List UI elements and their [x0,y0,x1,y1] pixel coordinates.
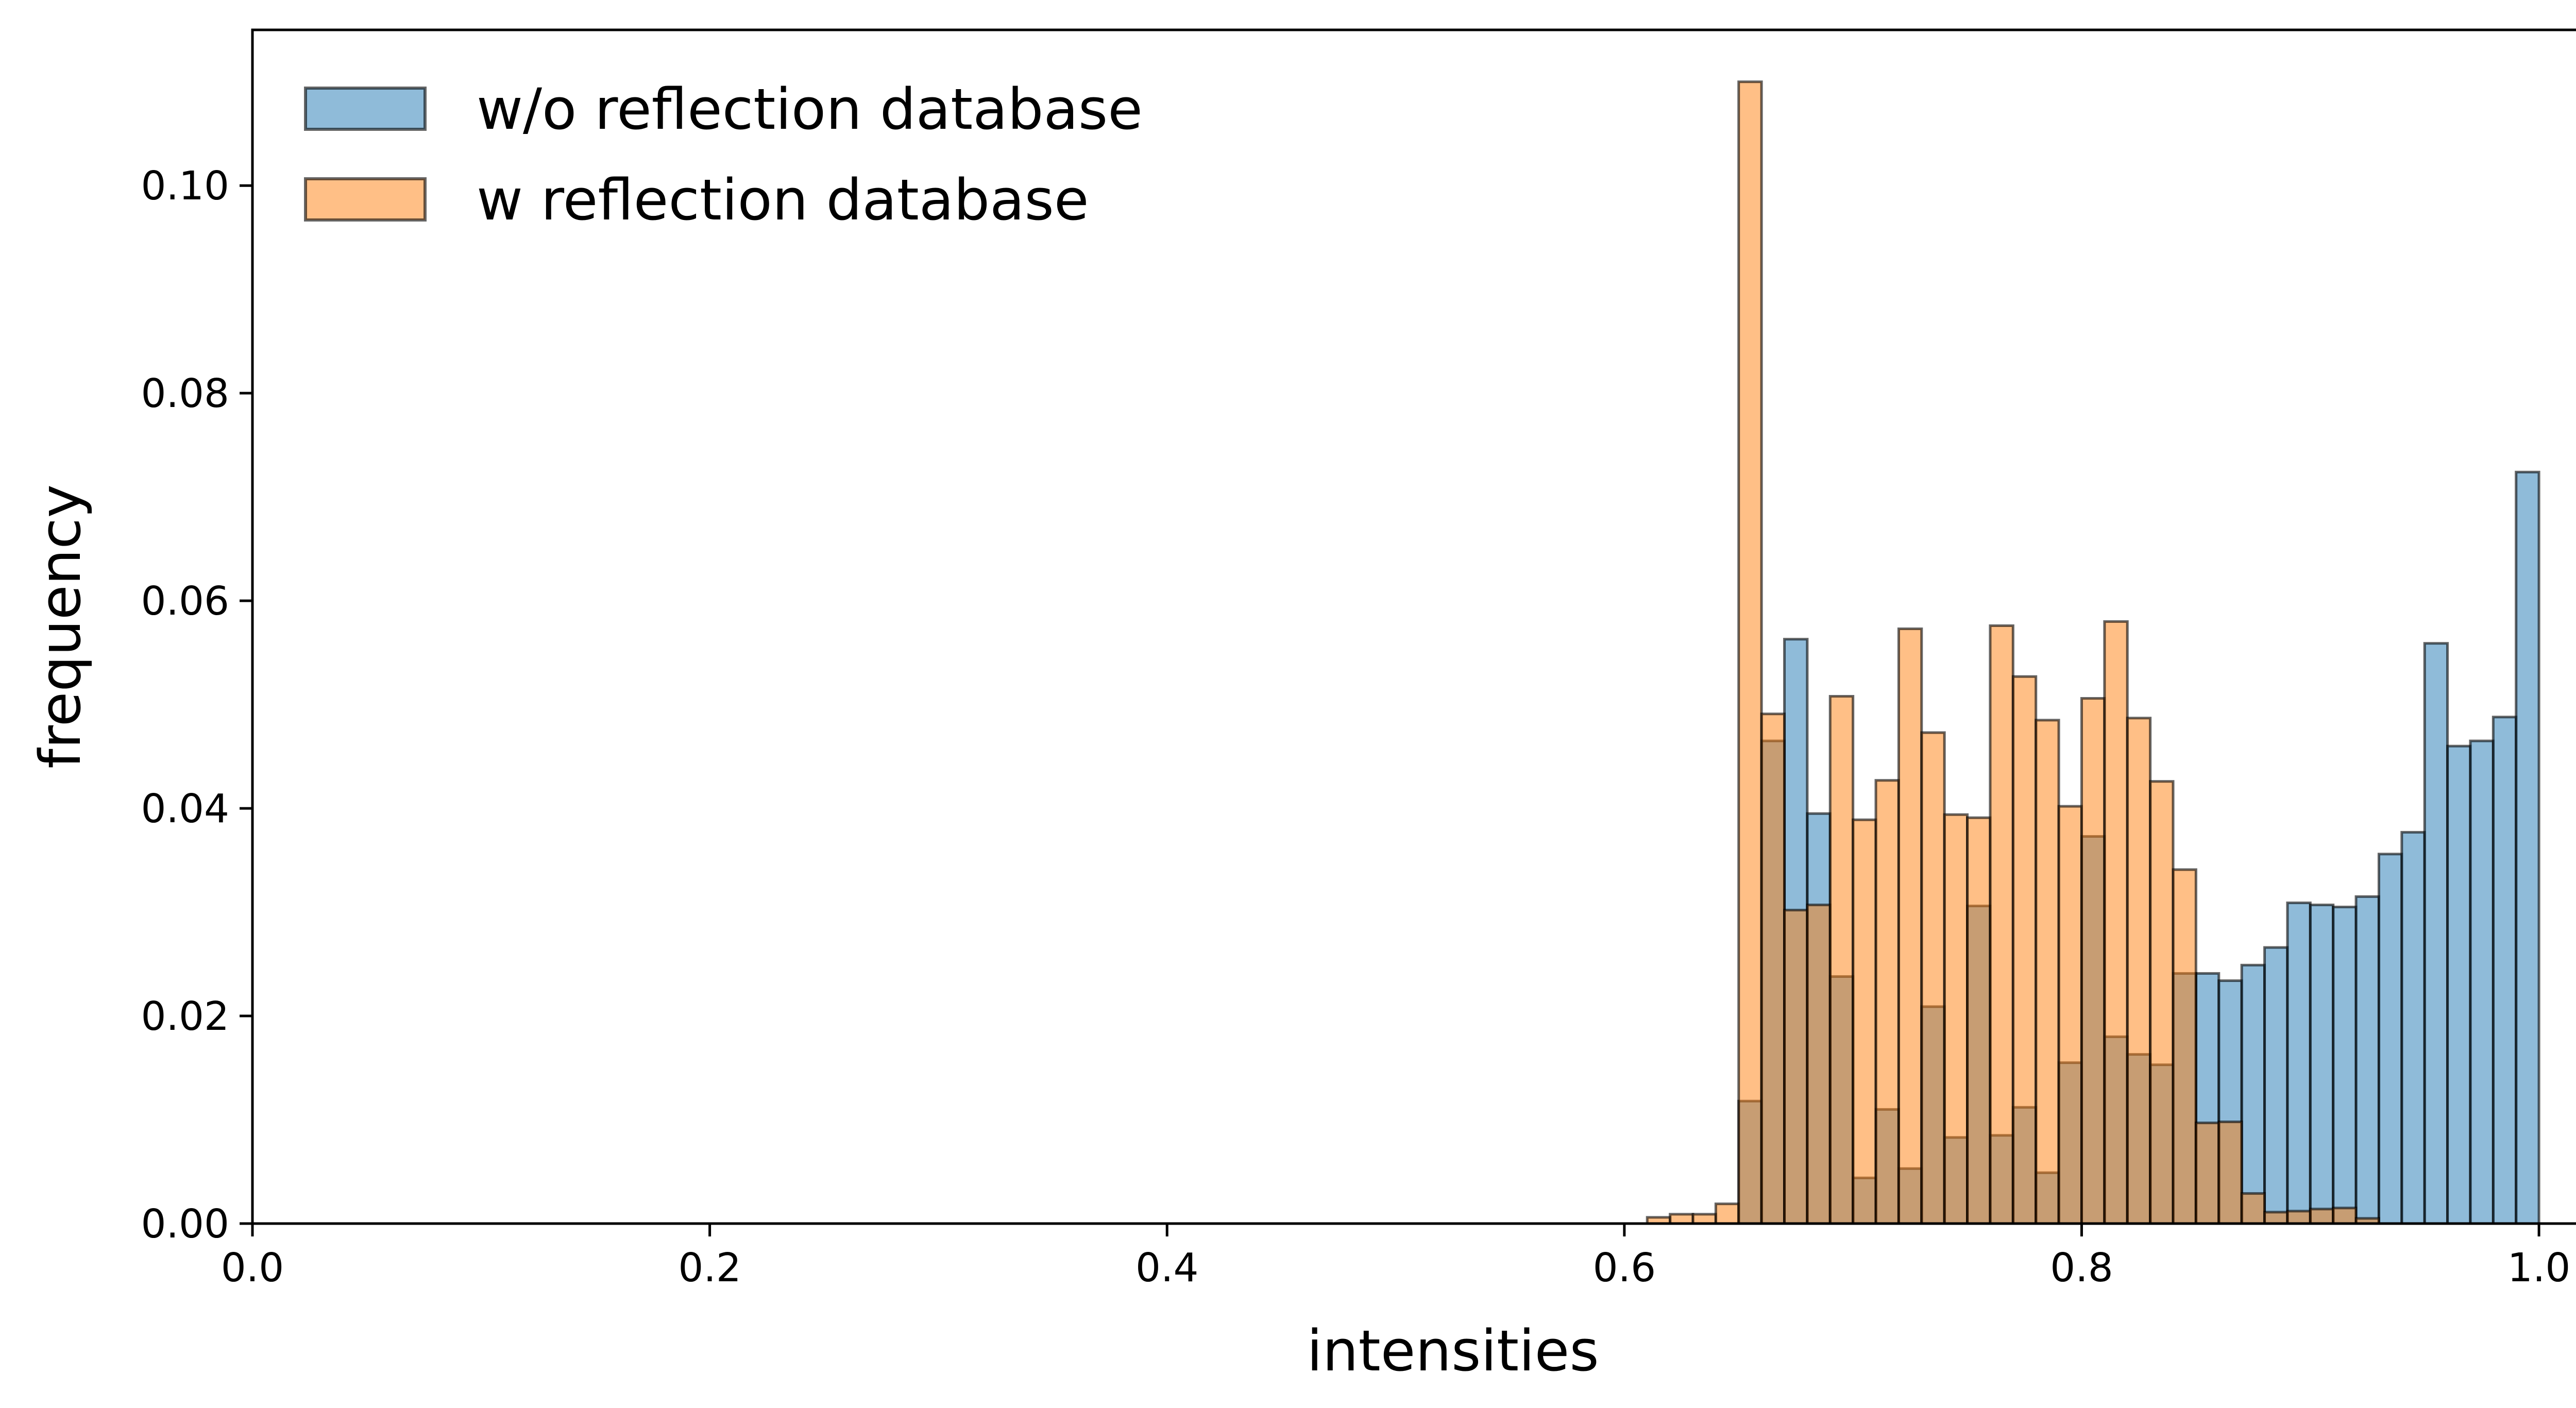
series-1-bar-29 [2309,1208,2335,1225]
series-1-bar-19 [2080,697,2106,1225]
y-tick-label-1: 0.02 [141,994,229,1040]
x-tick-label-2: 0.4 [1136,1245,1198,1291]
x-tick-label-4: 0.8 [2050,1245,2113,1291]
series-1-bars [1646,80,2380,1225]
series-1-bar-6 [1783,909,1809,1225]
series-1-bar-24 [2194,1122,2221,1225]
series-1-bar-11 [1897,627,1923,1225]
x-tick-label-5: 1.0 [2507,1245,2570,1291]
series-1-bar-12 [1920,731,1946,1225]
series-1-bar-4 [1737,80,1763,1225]
series-1-bar-9 [1852,818,1877,1225]
series-0-bar-26 [2332,905,2358,1225]
series-0-bar-27 [2354,895,2380,1225]
legend-label-w-reflection: w reflection database [477,167,1089,233]
series-1-bar-10 [1874,779,1900,1225]
series-1-bar-14 [1966,816,1992,1225]
series-1-bar-17 [2035,719,2060,1225]
x-axis-ticks: 0.0 0.2 0.4 0.6 0.8 1.0 [221,1224,2570,1291]
series-0-bar-32 [2469,739,2495,1225]
series-1-bar-26 [2240,1192,2266,1225]
series-1-bar-8 [1828,694,1855,1225]
y-tick-label-3: 0.06 [141,579,229,624]
series-1-bar-27 [2263,1211,2289,1225]
series-0-bar-33 [2492,716,2518,1225]
series-0-bar-28 [2377,853,2403,1225]
x-axis-label: intensities [1307,1318,1599,1384]
series-1-bar-5 [1760,713,1786,1225]
y-tick-label-0: 0.00 [141,1201,229,1247]
legend: w/o reflection database w reflection dat… [304,76,1143,233]
series-0-bar-34 [2515,470,2540,1225]
y-axis-label: frequency [27,484,93,769]
series-0-bar-22 [2240,963,2266,1225]
plot-frame [251,28,2576,1225]
series-1-bar-16 [2011,675,2038,1225]
series-1-bar-2 [1691,1213,1717,1225]
series-1-bar-7 [1806,903,1832,1225]
series-0-bar-23 [2263,946,2289,1225]
x-tick-label-1: 0.2 [678,1245,741,1291]
series-0-bar-29 [2400,830,2426,1225]
series-1-bar-30 [2332,1207,2358,1225]
series-0-bar-24 [2286,901,2312,1225]
series-1-bar-22 [2149,780,2175,1225]
series-1-bar-1 [1669,1213,1694,1225]
series-1-bar-3 [1714,1202,1740,1225]
y-tick-label-2: 0.04 [141,786,229,832]
y-axis-ticks: 0.00 0.02 0.04 0.06 0.08 0.10 [141,163,252,1247]
series-1-bar-20 [2103,620,2129,1225]
series-1-bar-28 [2286,1210,2312,1225]
x-tick-label-3: 0.6 [1593,1245,1656,1291]
legend-label-wo-reflection: w/o reflection database [477,76,1143,142]
series-1-bar-15 [1989,624,2014,1225]
series-1-bar-18 [2057,805,2083,1225]
y-tick-label-5: 0.10 [141,163,229,209]
series-1-bar-23 [2172,868,2197,1225]
series-0-bar-31 [2446,744,2472,1225]
bars-layer [1646,80,2540,1225]
series-0-bar-25 [2309,903,2335,1225]
series-1-bar-25 [2217,1121,2243,1225]
series-0-bar-30 [2423,642,2449,1225]
y-tick-label-4: 0.08 [141,371,229,417]
legend-swatch-wo-reflection [304,87,427,131]
legend-swatch-w-reflection [304,177,427,222]
series-1-bar-21 [2126,717,2152,1225]
x-tick-label-0: 0.0 [221,1245,284,1291]
series-1-bar-13 [1943,813,1969,1225]
